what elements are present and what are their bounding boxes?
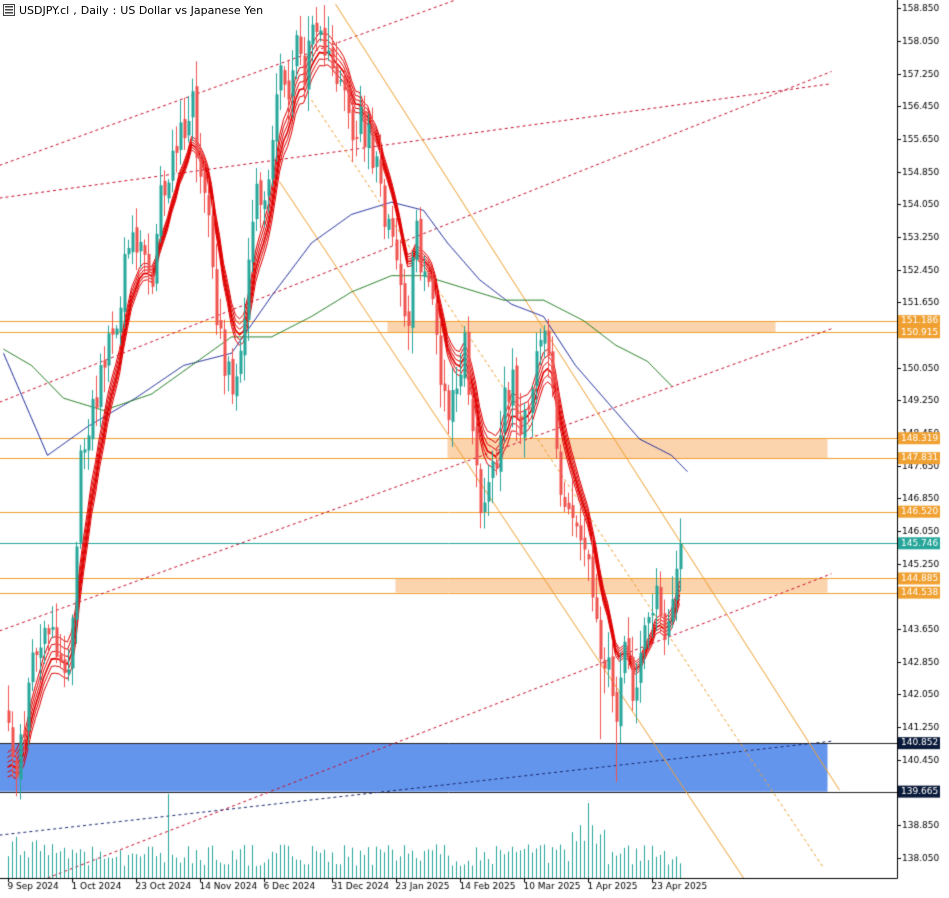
chart-header: USDJPY.cl, Daily: US Dollar vs Japanese …	[0, 0, 267, 20]
chart-description: US Dollar vs Japanese Yen	[120, 3, 264, 17]
chart-symbol: USDJPY.cl,	[19, 3, 77, 17]
symbol-window-icon	[3, 4, 15, 16]
chart-timeframe: Daily:	[80, 3, 117, 17]
